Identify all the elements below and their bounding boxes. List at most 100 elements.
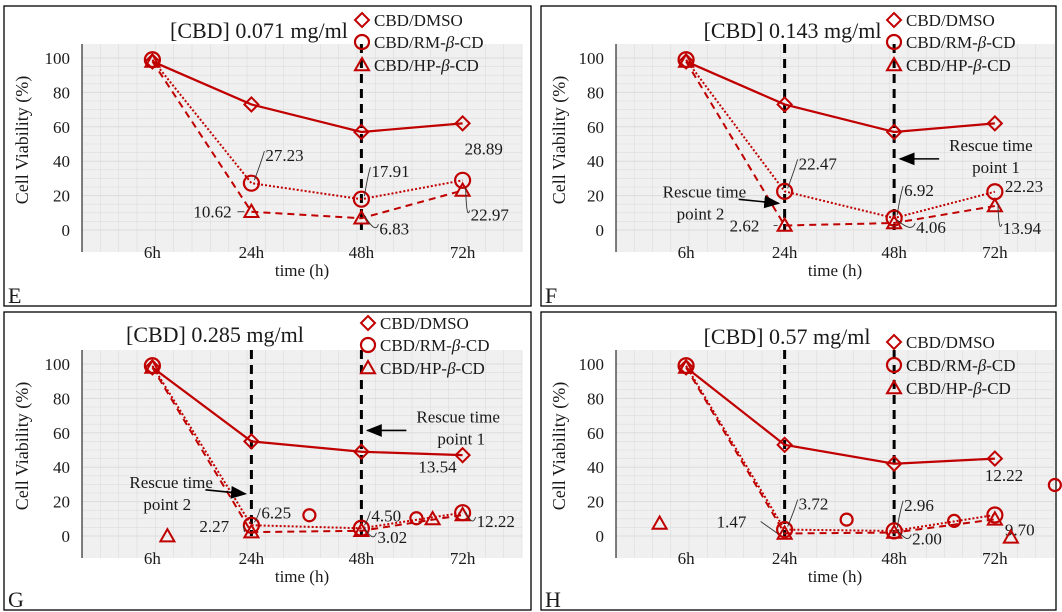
y-tick-label: 0 <box>596 527 605 546</box>
decorative-marker <box>839 512 854 527</box>
y-tick-label: 80 <box>53 389 70 408</box>
data-point <box>885 209 903 227</box>
legend-label: CBD/DMSO <box>380 314 469 333</box>
data-label: 13.54 <box>418 458 457 477</box>
panel-border <box>540 311 1057 611</box>
data-point <box>143 358 162 374</box>
x-tick-label: 72h <box>982 549 1008 568</box>
data-label: 9.70 <box>1005 520 1035 539</box>
data-label: 27.23 <box>265 146 303 165</box>
y-tick-label: 80 <box>587 83 604 102</box>
y-tick-label: 20 <box>587 187 604 206</box>
legend: CBD/DMSO CBD/RM-β-CD CBD/HP-β-CD <box>885 11 1016 75</box>
data-point <box>352 209 371 225</box>
data-point <box>677 358 695 374</box>
data-label: 10.62 <box>193 203 231 222</box>
grid-lines <box>81 350 523 558</box>
legend-label: CBD/HP-β-CD <box>380 359 485 378</box>
series-line <box>685 366 996 535</box>
legend-marker <box>885 378 903 395</box>
y-tick-label: 40 <box>587 458 604 477</box>
annotation-leader <box>896 500 904 528</box>
y-tick-label: 0 <box>596 221 605 240</box>
data-label: 13.94 <box>1003 219 1042 238</box>
data-point <box>453 505 472 522</box>
legend-label: CBD/DMSO <box>906 11 995 30</box>
y-tick-label: 0 <box>62 527 71 546</box>
x-axis-label: time (h) <box>808 567 862 586</box>
legend-label: CBD/RM-β-CD <box>374 33 484 52</box>
legend-label: CBD/RM-β-CD <box>380 336 490 355</box>
data-point <box>143 52 162 68</box>
data-label: 17.91 <box>371 162 409 181</box>
y-tick-label: 80 <box>53 83 70 102</box>
chart-panel-e: 0 20 40 60 80 100 6h 24h 48h 72h time (h) Cell Viab… <box>3 5 532 308</box>
annotation-leader <box>364 527 377 538</box>
x-tick-label: 24h <box>772 243 798 262</box>
data-label: 12.22 <box>985 466 1023 485</box>
annotation-leader <box>997 203 1003 227</box>
annotation-leader <box>896 185 904 216</box>
y-tick-label: 60 <box>587 118 604 137</box>
data-point <box>986 114 1004 132</box>
data-label: 22.97 <box>471 205 510 224</box>
legend-marker <box>885 333 903 351</box>
data-point <box>242 523 261 539</box>
y-tick-label: 100 <box>579 355 605 374</box>
rescue-label: Rescue time point 1 <box>416 407 500 448</box>
y-tick-label: 40 <box>53 152 70 171</box>
decorative-marker <box>302 508 317 523</box>
annotation-leader <box>364 511 371 526</box>
data-label: 2.00 <box>912 530 942 549</box>
legend: CBD/DMSO CBD/RM-β-CD CBD/HP-β-CD <box>885 333 1016 398</box>
annotation-leader <box>760 521 778 534</box>
y-tick-label: 100 <box>45 355 71 374</box>
data-point <box>776 436 794 454</box>
x-axis-label: time (h) <box>275 567 329 586</box>
x-tick-label: 48h <box>881 549 907 568</box>
legend-label: CBD/HP-β-CD <box>374 56 479 75</box>
data-label: 1.47 <box>717 512 747 531</box>
series-line <box>151 60 463 220</box>
panel-border <box>540 5 1057 307</box>
data-point <box>352 190 370 208</box>
decorative-marker <box>947 513 962 529</box>
chart-title: [CBD] 0.57 mg/ml <box>704 324 871 349</box>
rescue-label: Rescue time point 2 <box>129 473 213 514</box>
y-axis-label: Cell Viability (%) <box>549 382 570 511</box>
annotation-leader <box>364 215 379 229</box>
data-label: 6.92 <box>904 181 934 200</box>
annotation-leader <box>253 151 265 181</box>
data-label: 28.89 <box>465 139 503 158</box>
data-point <box>885 523 903 539</box>
annotation-leader <box>896 529 912 539</box>
data-point <box>776 182 794 200</box>
decorative-marker <box>650 514 669 530</box>
decorative-marker <box>423 509 442 526</box>
data-label: 22.23 <box>1005 177 1043 196</box>
series-line <box>685 59 996 220</box>
chart-title: [CBD] 0.071 mg/ml <box>170 18 348 43</box>
x-tick-label: 6h <box>144 243 162 262</box>
annotation-leader <box>242 526 245 533</box>
decorative-marker <box>1047 477 1062 493</box>
data-point <box>352 123 370 141</box>
data-point <box>775 216 794 232</box>
y-axis-label: Cell Viability (%) <box>549 76 570 205</box>
data-label: 6.25 <box>261 503 291 522</box>
data-label: 3.02 <box>377 528 407 547</box>
data-label: 12.22 <box>477 512 515 531</box>
legend-marker <box>885 11 903 29</box>
rescue-arrow <box>738 195 781 209</box>
legend-label: CBD/HP-β-CD <box>906 379 1011 398</box>
data-point <box>454 114 472 132</box>
data-label: 4.06 <box>916 218 946 237</box>
legend-marker <box>353 33 371 51</box>
data-label: 22.47 <box>799 154 838 173</box>
y-tick-label: 60 <box>53 118 70 137</box>
x-tick-label: 72h <box>450 243 476 262</box>
data-point <box>454 171 472 189</box>
panel-letter: H <box>545 587 561 612</box>
panel-border <box>3 311 532 611</box>
data-label: 2.96 <box>904 496 934 515</box>
